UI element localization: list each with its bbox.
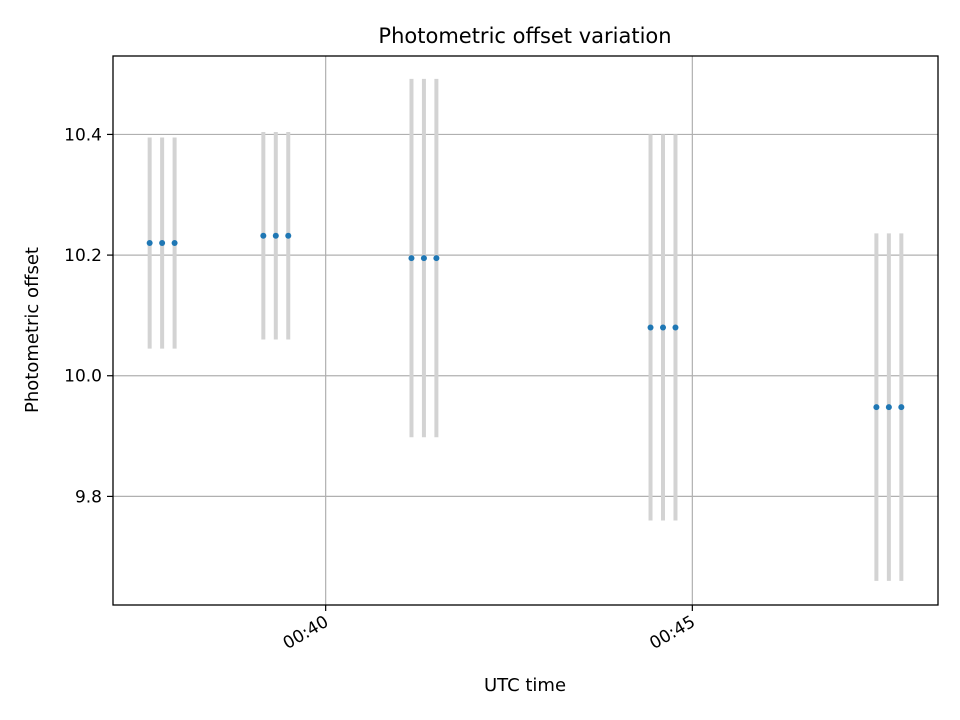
data-point xyxy=(272,232,279,239)
y-tick-label: 10.2 xyxy=(64,246,102,266)
y-tick-label: 10.0 xyxy=(64,367,102,387)
data-point xyxy=(260,232,267,239)
plot-frame xyxy=(112,55,939,606)
x-axis-title: UTC time xyxy=(484,675,566,696)
data-point xyxy=(171,240,178,247)
data-point xyxy=(898,404,905,411)
data-point xyxy=(159,240,166,247)
data-point xyxy=(433,255,440,262)
data-point xyxy=(672,324,679,331)
data-point xyxy=(885,404,892,411)
data-point xyxy=(146,240,153,247)
y-axis-title: Photometric offset xyxy=(22,247,43,413)
data-points xyxy=(146,232,905,411)
data-point xyxy=(420,255,427,262)
data-point xyxy=(660,324,666,331)
y-tick-label: 9.8 xyxy=(75,487,102,507)
data-point xyxy=(647,324,654,331)
data-point xyxy=(408,255,415,262)
y-tick-label: 10.4 xyxy=(64,125,102,145)
data-point xyxy=(873,404,880,411)
chart-title: Photometric offset variation xyxy=(378,24,671,48)
grid xyxy=(113,56,938,605)
data-point xyxy=(285,232,292,239)
